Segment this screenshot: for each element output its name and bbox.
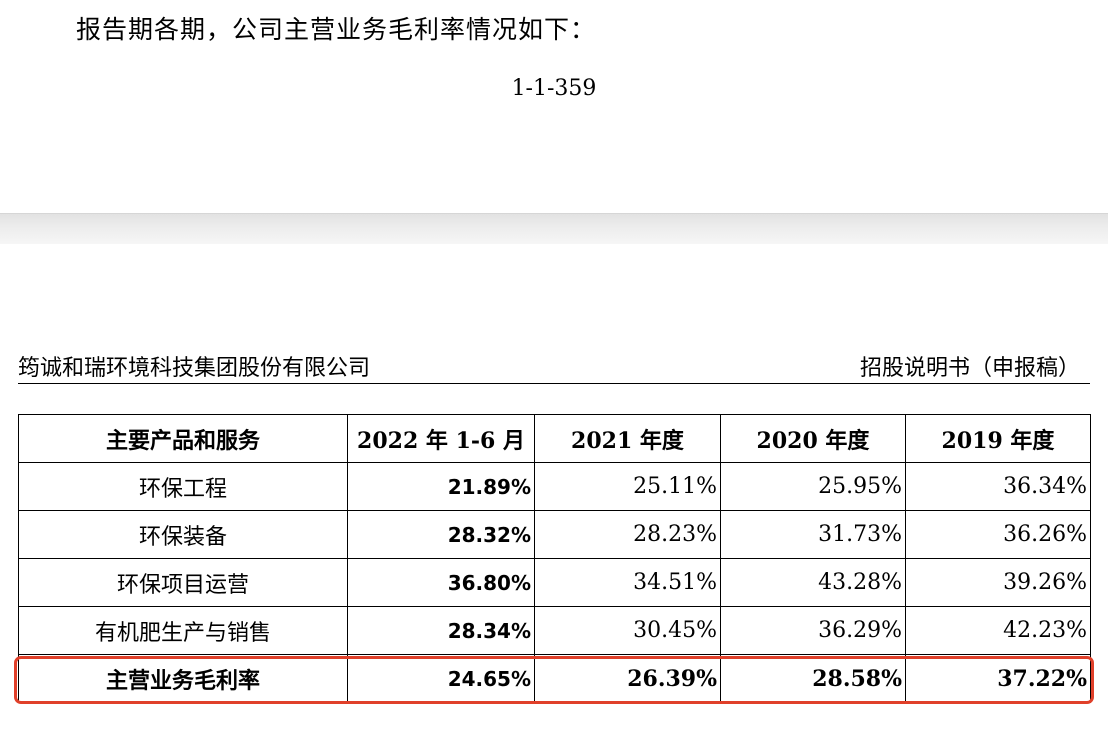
table-row: 环保工程 21.89% 25.11% 25.95% 36.34% (18, 462, 1091, 511)
value-cell: 28.34% (347, 606, 535, 655)
header-rule (18, 383, 1090, 384)
total-row-label: 主营业务毛利率 (18, 654, 348, 703)
value-cell: 39.26% (905, 558, 1091, 607)
value-cell: 25.95% (720, 462, 906, 511)
total-row: 主营业务毛利率 24.65% 26.39% 28.58% 37.22% (18, 654, 1091, 703)
row-label: 环保装备 (18, 510, 348, 559)
value-cell: 34.51% (534, 558, 721, 607)
gross-margin-table: 主要产品和服务 2022 年 1-6 月 2021 年度 2020 年度 201… (18, 414, 1091, 703)
total-value-cell: 24.65% (347, 654, 535, 703)
value-cell: 36.80% (347, 558, 535, 607)
value-cell: 31.73% (720, 510, 906, 559)
row-label: 环保项目运营 (18, 558, 348, 607)
value-cell: 25.11% (534, 462, 721, 511)
document-type: 招股说明书（申报稿） (859, 356, 1080, 381)
value-cell: 30.45% (534, 606, 721, 655)
value-cell: 42.23% (905, 606, 1091, 655)
total-value-cell: 37.22% (905, 654, 1091, 703)
company-name: 筠诚和瑞环境科技集团股份有限公司 (18, 356, 371, 381)
value-cell: 21.89% (347, 462, 535, 511)
row-label: 环保工程 (18, 462, 348, 511)
value-cell: 28.32% (347, 510, 535, 559)
column-header-2021: 2021 年度 (534, 414, 721, 463)
value-cell: 36.34% (905, 462, 1091, 511)
intro-text: 报告期各期，公司主营业务毛利率情况如下： (76, 15, 597, 44)
column-header-2019: 2019 年度 (905, 414, 1091, 463)
value-cell: 28.23% (534, 510, 721, 559)
table-header-row: 主要产品和服务 2022 年 1-6 月 2021 年度 2020 年度 201… (18, 414, 1091, 463)
table-row: 有机肥生产与销售 28.34% 30.45% 36.29% 42.23% (18, 606, 1091, 655)
value-cell: 43.28% (720, 558, 906, 607)
total-value-cell: 28.58% (720, 654, 906, 703)
page-separator (0, 213, 1108, 244)
row-label: 有机肥生产与销售 (18, 606, 348, 655)
table-row: 环保项目运营 36.80% 34.51% 43.28% 39.26% (18, 558, 1091, 607)
total-value-cell: 26.39% (534, 654, 721, 703)
table-row: 环保装备 28.32% 28.23% 31.73% 36.26% (18, 510, 1091, 559)
value-cell: 36.26% (905, 510, 1091, 559)
value-cell: 36.29% (720, 606, 906, 655)
column-header-2022h1: 2022 年 1-6 月 (347, 414, 535, 463)
column-header-2020: 2020 年度 (720, 414, 906, 463)
page-number: 1-1-359 (511, 76, 597, 101)
column-header-product: 主要产品和服务 (18, 414, 348, 463)
